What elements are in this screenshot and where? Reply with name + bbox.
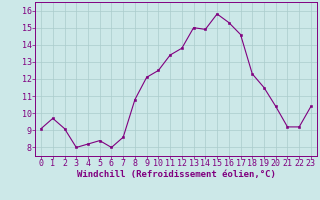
X-axis label: Windchill (Refroidissement éolien,°C): Windchill (Refroidissement éolien,°C)	[76, 170, 276, 179]
